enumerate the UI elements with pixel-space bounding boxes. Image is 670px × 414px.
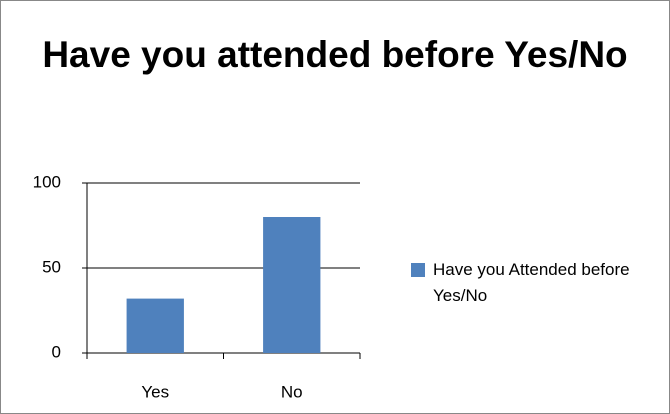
legend-label: Have you Attended before Yes/No bbox=[433, 260, 630, 305]
chart-title: Have you attended before Yes/No bbox=[42, 34, 628, 75]
x-tick-label: No bbox=[281, 382, 303, 401]
y-tick-label: 50 bbox=[42, 257, 61, 276]
legend-swatch bbox=[411, 263, 425, 277]
bar bbox=[126, 298, 184, 353]
y-tick-label: 0 bbox=[52, 342, 61, 361]
x-tick-label: Yes bbox=[141, 382, 169, 401]
bar bbox=[263, 217, 321, 353]
y-tick-label: 100 bbox=[33, 172, 61, 191]
